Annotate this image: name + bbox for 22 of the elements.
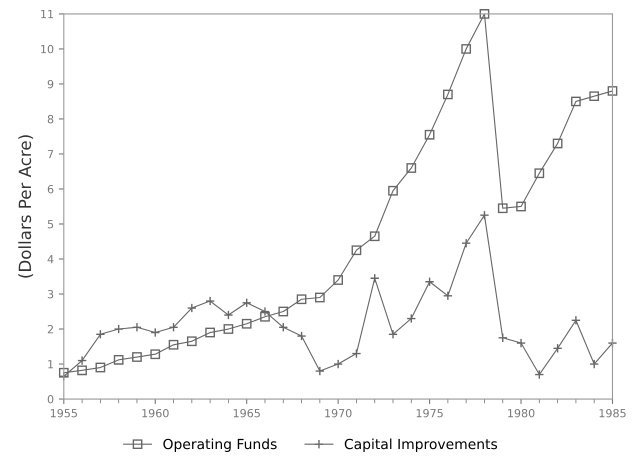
legend-label: Capital Improvements <box>344 438 498 452</box>
y-tick-label: 10 <box>41 44 54 54</box>
y-tick-label: 9 <box>48 80 54 88</box>
y-tick-label: 8 <box>48 114 54 124</box>
y-tick-label: 3 <box>48 290 54 298</box>
x-tick-label: 1960 <box>142 408 169 418</box>
y-tick-label: 2 <box>48 324 53 334</box>
x-tick-label: 1985 <box>600 408 626 418</box>
y-tick-label: 0 <box>48 395 54 404</box>
y-tick-label: 7 <box>48 150 54 158</box>
y-tick-label: 11 <box>41 10 54 18</box>
x-tick-label: 1970 <box>325 408 352 418</box>
y-tick-label: 5 <box>48 220 54 228</box>
x-tick-label: 1955 <box>50 408 77 418</box>
y-axis-title: (Dollars Per Acre) <box>18 135 34 278</box>
y-tick-label: 6 <box>48 184 54 194</box>
legend-label: Operating Funds <box>163 438 277 452</box>
y-tick-label: 4 <box>48 255 54 264</box>
x-tick-label: 1975 <box>416 408 443 418</box>
x-tick-label: 1980 <box>508 408 534 418</box>
x-tick-label: 1965 <box>234 408 260 418</box>
y-tick-label: 1 <box>48 360 54 368</box>
